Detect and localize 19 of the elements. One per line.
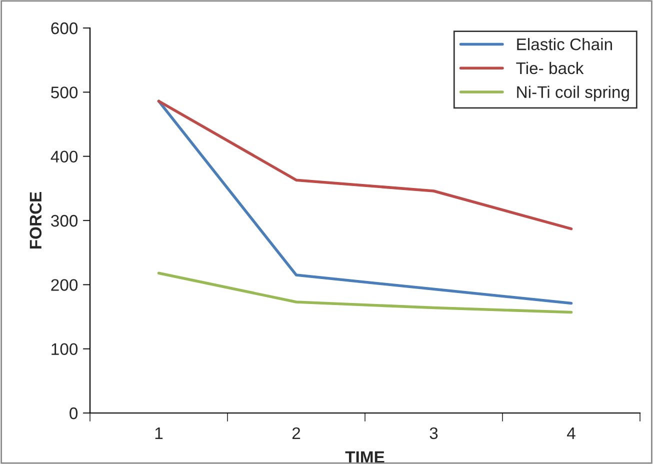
legend-label: Ni-Ti coil spring: [517, 86, 629, 102]
y-tick-label: 200: [51, 279, 78, 291]
x-tick-label: 3: [430, 427, 438, 440]
x-tick-label: 2: [292, 427, 300, 439]
y-tick-label: 500: [51, 86, 78, 98]
y-tick-label: 100: [52, 343, 78, 356]
y-tick-label: 300: [51, 214, 78, 227]
x-tick-label: 1: [155, 428, 163, 439]
x-axis-title: TIME: [345, 451, 384, 463]
line-series: [157, 100, 573, 305]
y-tick-label: 400: [50, 150, 78, 163]
line-series: [157, 100, 573, 230]
y-axis-title: FORCE: [30, 192, 42, 249]
y-tick-label: 0: [70, 407, 78, 420]
legend-label: Elastic Chain: [517, 38, 612, 50]
legend-label: Tie- back: [516, 62, 584, 74]
y-tick-label: 600: [51, 22, 78, 34]
x-tick-label: 4: [567, 428, 576, 439]
line-series: [157, 272, 573, 314]
